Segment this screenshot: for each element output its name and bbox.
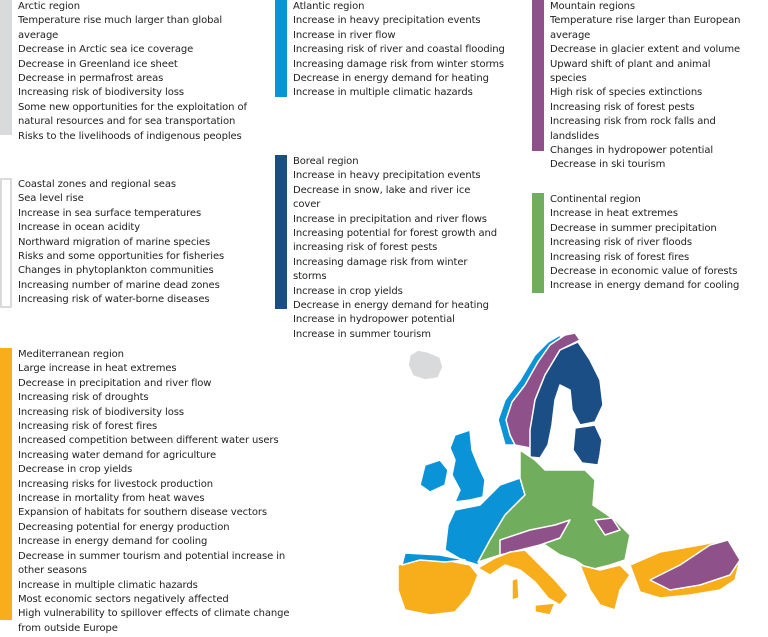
mediterranean-impact-item: Increased competition between different … [18, 435, 279, 447]
map-sardinia [511, 577, 520, 601]
mediterranean-impact-item: Increase in mortality from heat waves [18, 493, 205, 505]
mediterranean-impact-item: Large increase in heat extremes [18, 363, 177, 375]
mediterranean-impact-item: Expansion of habitats for southern disea… [18, 507, 267, 519]
boreal-impact-item: Increasing damage risk from winter storm… [293, 256, 468, 283]
atlantic-impact-item: Decrease in energy demand for heating [293, 73, 489, 85]
mountain-impact-item: Changes in hydropower potential [550, 145, 714, 157]
arctic-color-bar [0, 0, 12, 135]
mountain-region-block: Mountain regions Temperature rise larger … [532, 0, 768, 170]
arctic-impact-item: Risks to the livelihoods of indigenous p… [18, 130, 242, 142]
coastal-impact-item: Increasing risk of water-borne diseases [18, 294, 210, 306]
mediterranean-impact-item: Most economic sectors negatively affecte… [18, 593, 229, 605]
map-iberia-north-coast [401, 552, 466, 566]
map-iberia [397, 557, 479, 616]
mountain-impact-item: Upward shift of plant and animal species [550, 58, 711, 85]
map-iceland [407, 349, 444, 381]
atlantic-color-bar [275, 0, 287, 97]
boreal-impact-item: Increase in hydropower potential [293, 314, 455, 326]
coastal-impact-item: Risks and some opportunities for fisheri… [18, 251, 225, 263]
mediterranean-impact-item: Increasing risks for livestock productio… [18, 478, 213, 490]
coastal-impact-item: Sea level rise [18, 193, 84, 205]
continental-impact-item: Increasing risk of forest fires [550, 251, 690, 263]
boreal-impact-item: Increase in precipitation and river flow… [293, 213, 487, 225]
continental-impact-item: Decrease in economic value of forests [550, 266, 738, 278]
boreal-impact-item: Decrease in energy demand for heating [293, 300, 489, 312]
coastal-region-block: Coastal zones and regional seas Sea level… [0, 178, 270, 308]
map-ireland [419, 459, 449, 493]
mediterranean-impact-item: Decrease in summer tourism and potential… [18, 550, 286, 577]
map-uk [449, 429, 486, 503]
mountain-color-bar [532, 0, 544, 151]
mediterranean-impact-item: Increasing risk of biodiversity loss [18, 406, 184, 418]
mediterranean-impact-item: Decreasing potential for energy producti… [18, 521, 230, 533]
mediterranean-title: Mediterranean region [18, 349, 124, 360]
arctic-impact-item: Decrease in permafrost areas [18, 73, 164, 85]
continental-impact-item: Increase in energy demand for cooling [550, 280, 740, 292]
map-balkans-greece [579, 564, 631, 611]
boreal-impact-item: Decrease in snow, lake and river ice cov… [293, 184, 471, 211]
continental-color-bar [532, 193, 544, 293]
mountain-title: Mountain regions [550, 1, 636, 12]
atlantic-impact-item: Increasing damage risk from winter storm… [293, 58, 505, 70]
boreal-impact-item: Increasing potential for forest growth a… [293, 228, 497, 254]
mediterranean-region-block: Mediterranean region Large increase in he… [0, 348, 380, 634]
map-italy-southfrance [477, 549, 569, 606]
arctic-impact-item: Increasing risk of biodiversity loss [18, 87, 184, 99]
continental-region-block: Continental region Increase in heat extre… [532, 193, 768, 293]
map-anatolia-mountains [649, 539, 741, 591]
atlantic-title: Atlantic region [293, 1, 365, 12]
boreal-region-block: Boreal region Increase in heavy precipita… [275, 155, 525, 340]
coastal-impact-item: Increasing number of marine dead zones [18, 279, 220, 291]
continental-impact-item: Increase in heat extremes [550, 208, 678, 220]
mediterranean-impact-item: Increasing water demand for agriculture [18, 449, 217, 461]
arctic-impact-item: Decrease in Greenland ice sheet [18, 58, 178, 70]
boreal-title: Boreal region [293, 156, 359, 167]
mountain-impact-item: High risk of species extinctions [550, 87, 703, 99]
boreal-color-bar [275, 155, 287, 309]
coastal-color-bar [0, 178, 12, 308]
atlantic-impact-item: Increasing risk of river and coastal flo… [293, 44, 505, 56]
coastal-impact-item: Northward migration of marine species [18, 236, 211, 248]
arctic-impact-item: Decrease in Arctic sea ice coverage [18, 44, 194, 56]
map-carpathians-east [594, 517, 621, 536]
mediterranean-impact-item: Decrease in crop yields [18, 464, 133, 476]
map-baltics [572, 424, 603, 466]
mountain-impact-item: Increasing risk of forest pests [550, 101, 695, 113]
map-sicily [534, 602, 556, 616]
continental-impact-item: Decrease in summer precipitation [550, 222, 717, 234]
coastal-impact-item: Increase in sea surface temperatures [18, 207, 202, 219]
mountain-impact-item: Temperature rise larger than European av… [550, 15, 741, 41]
mediterranean-impact-item: Increasing risk of droughts [18, 392, 149, 404]
coastal-title: Coastal zones and regional seas [18, 179, 176, 190]
continental-title: Continental region [550, 194, 641, 205]
coastal-impact-item: Increase in ocean acidity [18, 222, 141, 234]
mediterranean-impact-item: Increase in energy demand for cooling [18, 536, 208, 548]
mountain-impact-item: Decrease in glacier extent and volume [550, 44, 741, 56]
atlantic-region-block: Atlantic region Increase in heavy precipi… [275, 0, 525, 99]
mediterranean-impact-item: High vulnerability to spillover effects … [18, 608, 290, 634]
mountain-impact-item: Increasing risk from rock falls and land… [550, 116, 716, 142]
boreal-impact-item: Increase in summer tourism [293, 328, 431, 340]
atlantic-impact-item: Increase in multiple climatic hazards [293, 87, 473, 99]
coastal-impact-item: Changes in phytoplankton communities [18, 265, 214, 277]
atlantic-impact-item: Increase in river flow [293, 29, 396, 41]
mediterranean-impact-item: Increase in multiple climatic hazards [18, 579, 198, 591]
mediterranean-impact-item: Decrease in precipitation and river flow [18, 377, 212, 389]
mediterranean-color-bar [0, 348, 12, 620]
continental-impact-item: Increasing risk of river floods [550, 237, 692, 249]
arctic-title: Arctic region [18, 1, 80, 12]
arctic-region-block: Arctic region Temperature rise much large… [0, 0, 270, 142]
boreal-impact-item: Increase in heavy precipitation events [293, 170, 481, 182]
boreal-impact-item: Increase in crop yields [293, 285, 403, 297]
mountain-impact-item: Decrease in ski tourism [550, 159, 666, 171]
arctic-impact-item: Some new opportunities for the exploitat… [18, 101, 247, 128]
atlantic-impact-item: Increase in heavy precipitation events [293, 15, 481, 27]
arctic-impact-item: Temperature rise much larger than global… [18, 15, 223, 41]
mediterranean-impact-item: Increasing risk of forest fires [18, 421, 158, 433]
